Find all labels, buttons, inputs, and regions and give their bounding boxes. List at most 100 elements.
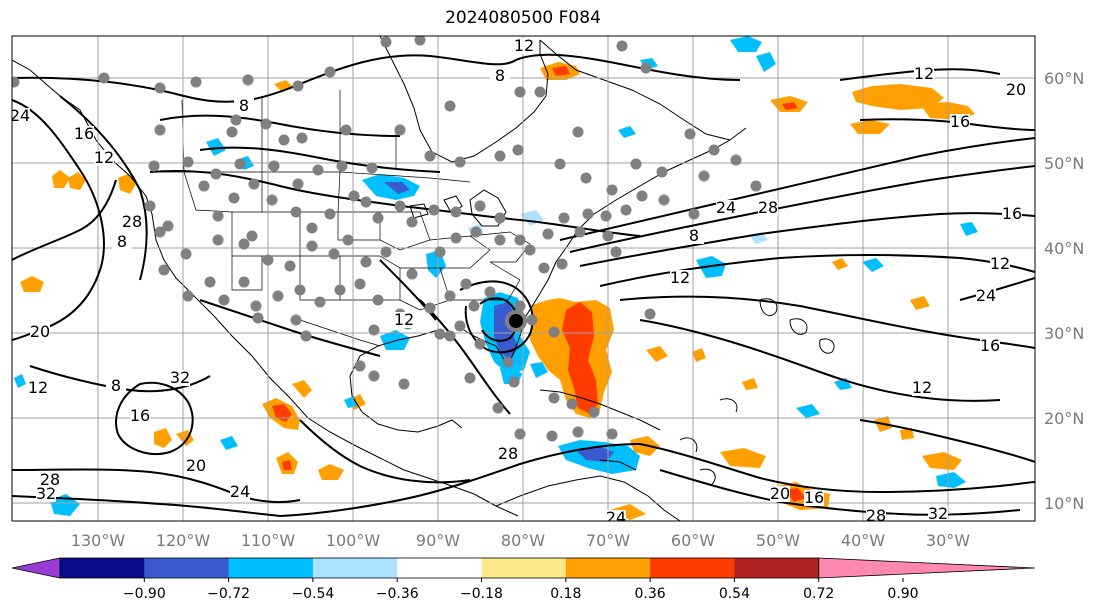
station-dot (380, 246, 392, 258)
station-dot (234, 158, 246, 170)
station-dot (292, 178, 304, 190)
station-dot (494, 150, 506, 162)
shade-warm-car5 (610, 504, 646, 520)
station-dot (218, 294, 230, 306)
station-dot (212, 234, 224, 246)
station-dot (554, 158, 566, 170)
shade-cool-1 (730, 36, 762, 52)
plot-title: 2024080500 F084 (445, 8, 601, 28)
station-dot (230, 114, 242, 126)
latitude-label: 50°N (1044, 154, 1084, 173)
station-dot (398, 378, 410, 390)
colorbar-segment (397, 558, 482, 578)
shade-cool-10 (206, 138, 226, 156)
station-dot (708, 144, 720, 156)
contour-16 (12, 468, 301, 504)
station-dot (750, 180, 762, 192)
station-dot (372, 294, 384, 306)
station-dot (210, 168, 222, 180)
station-dot (492, 402, 504, 414)
station-dot (502, 356, 514, 368)
contour-7 (159, 114, 401, 137)
latitude-label: 10°N (1044, 494, 1084, 513)
shade-cool-14 (220, 436, 238, 450)
shade-cool-great-lakes-core (384, 182, 410, 194)
contour-8 (559, 137, 1035, 241)
station-dot (444, 100, 456, 112)
station-dot (444, 290, 456, 302)
colorbar-tick-label: 0.18 (550, 586, 581, 602)
station-dot (602, 230, 614, 242)
colorbar-segment (144, 558, 230, 578)
station-dot (314, 296, 326, 308)
station-dot (616, 40, 628, 52)
station-dot (324, 208, 336, 220)
contour-label: 12 (912, 378, 932, 397)
station-dot (354, 278, 366, 290)
colorbar-tick-label: 0.54 (719, 586, 750, 602)
contour-label: 20 (1006, 80, 1026, 99)
shade-hot-1 (552, 66, 570, 76)
station-dot (548, 392, 560, 404)
station-dot (444, 330, 456, 342)
longitude-label: 50°W (756, 531, 800, 550)
contour-4 (12, 179, 117, 261)
colorbar-tick-label: −0.18 (460, 586, 503, 602)
station-dot (394, 200, 406, 212)
contour-label: 16 (74, 124, 94, 143)
longitude-label: 40°W (841, 531, 885, 550)
latitude-label: 20°N (1044, 409, 1084, 428)
contour-label: 20 (30, 322, 50, 341)
station-dot (366, 162, 378, 174)
longitude-label: 100°W (326, 531, 381, 550)
station-dot (180, 248, 192, 260)
contour-label: 16 (1002, 204, 1022, 223)
latitude-label: 30°N (1044, 324, 1084, 343)
contour-29 (859, 419, 1035, 463)
station-dot (658, 194, 670, 206)
station-dot (566, 398, 578, 410)
station-dot (514, 234, 526, 246)
contour-label: 28 (498, 444, 518, 463)
shade-hot-ne3 (782, 102, 798, 110)
contour-label: 16 (980, 336, 1000, 355)
shade-cool-car-core (576, 446, 614, 462)
station-dot (574, 226, 586, 238)
contour-label: 12 (394, 310, 414, 329)
shade-warm-car4 (922, 452, 962, 470)
colorbar-segment (734, 558, 820, 578)
station-dot (572, 426, 584, 438)
station-dot (312, 164, 324, 176)
shade-warm-pac3 (118, 174, 136, 194)
contour-20 (659, 469, 1021, 516)
shade-cool-13 (14, 374, 26, 388)
contour-label: 24 (10, 106, 30, 125)
station-dot (250, 300, 262, 312)
station-dot (380, 36, 392, 48)
station-dot (248, 178, 260, 190)
station-dot (154, 226, 166, 238)
contour-10 (579, 212, 1035, 267)
station-dot (182, 156, 194, 168)
station-dot (546, 430, 558, 442)
contour-18 (279, 443, 641, 517)
contour-label: 8 (117, 232, 127, 251)
station-dot (414, 36, 426, 46)
contour-label: 16 (804, 488, 824, 507)
colorbar-low-extend (11, 557, 61, 579)
colorbar-segment (228, 558, 314, 578)
station-dot (348, 190, 360, 202)
latitude-labels: 60°N 50°N 40°N 30°N 20°N 10°N (1044, 69, 1084, 513)
shade-hot-mex2 (282, 460, 292, 470)
station-dot (238, 276, 250, 288)
station-dot (526, 314, 538, 326)
longitude-label: 70°W (586, 531, 630, 550)
colorbar-segment (650, 558, 735, 578)
shade-cool-20 (344, 396, 358, 408)
station-dot (306, 222, 318, 234)
station-dot (582, 208, 594, 220)
station-dot (238, 238, 250, 250)
map-frame (11, 35, 1036, 522)
shade-cool-15 (618, 126, 636, 138)
